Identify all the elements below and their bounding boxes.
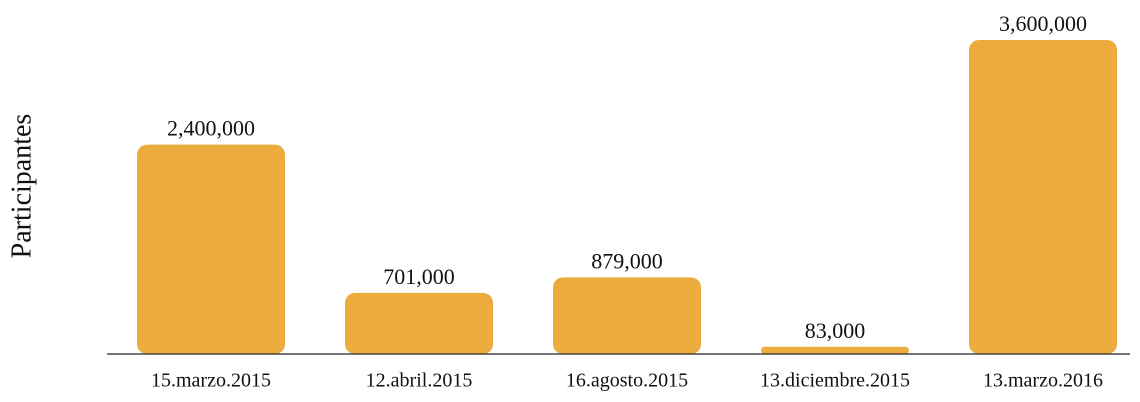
value-label: 3,600,000 [999,11,1087,36]
y-axis-label: Participantes [6,114,37,259]
value-label: 879,000 [591,248,663,273]
value-label: 83,000 [805,318,866,343]
bar [969,40,1117,354]
value-label: 2,400,000 [167,116,255,141]
x-tick-label: 13.marzo.2016 [983,370,1103,392]
x-tick-label: 12.abril.2015 [366,370,473,392]
bar [345,292,493,354]
value-label: 701,000 [383,264,455,289]
bar [137,144,285,354]
x-tick-label: 16.agosto.2015 [566,370,688,392]
bar [553,277,701,354]
x-tick-label: 15.marzo.2015 [151,370,271,392]
x-tick-label: 13.diciembre.2015 [760,370,910,392]
bar [761,346,909,354]
